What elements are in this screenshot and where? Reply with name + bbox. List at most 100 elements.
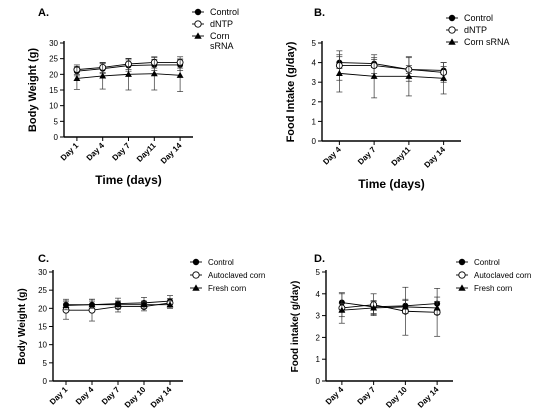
legend-label: Control bbox=[464, 13, 493, 23]
panel-label: B. bbox=[314, 7, 325, 19]
panel-label: C. bbox=[38, 253, 49, 265]
legend-label: dNTP bbox=[210, 19, 233, 29]
chart-panel-2: B. 0 1 2 3 4 5 Day 4 Day 7 Day11 Day 14 Time (days)… bbox=[285, 7, 510, 191]
data-point bbox=[440, 74, 448, 81]
legend-item: Autoclaved corn bbox=[456, 271, 531, 280]
y-tick-label: 5 bbox=[312, 39, 317, 48]
legend-label: Autoclaved corn bbox=[208, 271, 265, 280]
x-tick-label: Day 1 bbox=[48, 385, 70, 407]
legend-label: Fresh corn bbox=[474, 284, 512, 293]
y-axis-title: Body Weight (g) bbox=[27, 48, 39, 132]
series-line bbox=[339, 65, 444, 73]
legend-label: Control bbox=[210, 7, 239, 17]
x-tick-label: Day 7 bbox=[356, 385, 378, 407]
data-point bbox=[335, 69, 343, 76]
legend-label: Corn sRNA bbox=[464, 37, 510, 47]
legend-marker bbox=[448, 26, 456, 34]
legend-label: Fresh corn bbox=[208, 284, 246, 293]
legend-marker bbox=[192, 258, 200, 266]
legend: Control dNTP Corn sRNA bbox=[446, 13, 510, 47]
y-axis-title: Body Weight (g) bbox=[17, 288, 28, 364]
legend-label: dNTP bbox=[464, 25, 487, 35]
legend-item: Autoclaved corn bbox=[190, 271, 265, 280]
y-tick-label: 5 bbox=[43, 359, 48, 368]
data-point bbox=[73, 74, 81, 81]
legend-label: Control bbox=[474, 258, 500, 267]
data-point bbox=[140, 301, 148, 308]
legend-marker bbox=[458, 258, 466, 266]
legend-marker bbox=[458, 271, 466, 279]
y-tick-label: 0 bbox=[316, 377, 321, 386]
x-tick-label: Day 4 bbox=[85, 141, 107, 163]
x-tick-label: Day 7 bbox=[356, 145, 378, 167]
y-tick-label: 20 bbox=[38, 304, 47, 313]
y-tick-label: 2 bbox=[312, 98, 317, 107]
data-point bbox=[150, 70, 158, 77]
x-tick-label: Day 7 bbox=[100, 385, 122, 407]
y-tick-label: 3 bbox=[316, 312, 321, 321]
data-point bbox=[370, 304, 378, 311]
y-tick-label: 0 bbox=[54, 133, 59, 142]
legend-item: Control bbox=[190, 258, 234, 267]
legend-marker bbox=[192, 271, 200, 279]
y-tick-label: 30 bbox=[38, 268, 47, 277]
chart-panel-3: C. 0 5 10 15 20 25 30 Day 1 Day 4 Day 7 Day 10 Day 1… bbox=[17, 253, 265, 410]
y-tick-label: 5 bbox=[54, 117, 59, 126]
y-tick-label: 0 bbox=[43, 377, 48, 386]
legend-item: Control bbox=[456, 258, 500, 267]
series-line bbox=[341, 304, 438, 313]
x-tick-label: Day 1 bbox=[59, 141, 81, 163]
series-3 bbox=[335, 54, 448, 99]
x-tick-label: Day 7 bbox=[110, 141, 132, 163]
y-tick-label: 0 bbox=[312, 137, 317, 146]
y-tick-label: 3 bbox=[312, 78, 317, 87]
x-tick-label: Day 4 bbox=[74, 385, 96, 407]
series-line bbox=[339, 62, 444, 71]
y-tick-label: 25 bbox=[49, 55, 58, 64]
legend-label: Corn bbox=[210, 31, 230, 41]
x-tick-label: Day11 bbox=[390, 145, 413, 168]
data-point bbox=[433, 304, 441, 311]
x-tick-label: Day11 bbox=[135, 141, 158, 164]
series-1 bbox=[338, 293, 441, 314]
y-tick-label: 10 bbox=[38, 341, 47, 350]
legend-label-line2: sRNA bbox=[210, 41, 234, 51]
x-tick-label: Day 14 bbox=[422, 145, 447, 170]
y-tick-label: 25 bbox=[38, 286, 47, 295]
y-tick-label: 1 bbox=[316, 355, 321, 364]
x-tick-label: Day 4 bbox=[321, 145, 343, 167]
legend-marker bbox=[194, 8, 202, 16]
legend-label: Control bbox=[208, 258, 234, 267]
legend-item: Corn sRNA bbox=[446, 37, 510, 47]
panel-label: A. bbox=[38, 7, 49, 19]
legend-marker bbox=[192, 284, 200, 291]
y-tick-label: 30 bbox=[49, 39, 58, 48]
y-axis-title: Food intake( g/day) bbox=[290, 281, 301, 373]
series-3 bbox=[62, 300, 174, 311]
panel-label: D. bbox=[314, 253, 325, 265]
legend-item: dNTP bbox=[192, 19, 233, 29]
legend-marker bbox=[448, 38, 456, 45]
x-tick-label: Day 10 bbox=[384, 385, 409, 410]
legend: Control Autoclaved corn Fresh corn bbox=[456, 258, 531, 293]
data-point bbox=[114, 301, 122, 308]
data-point bbox=[338, 306, 346, 313]
series-line bbox=[341, 302, 438, 308]
series-2 bbox=[338, 286, 441, 337]
legend-item: dNTP bbox=[446, 25, 487, 35]
data-point bbox=[405, 72, 413, 79]
y-tick-label: 15 bbox=[49, 86, 58, 95]
data-point bbox=[401, 303, 409, 310]
x-tick-label: Day 14 bbox=[416, 385, 441, 410]
legend-marker bbox=[458, 284, 466, 291]
data-point bbox=[88, 301, 96, 308]
x-tick-label: Day 14 bbox=[159, 141, 184, 166]
y-axis-title: Food Intake (g/day) bbox=[285, 41, 297, 142]
series-3 bbox=[73, 57, 184, 92]
data-point bbox=[62, 301, 70, 309]
legend-item: Control bbox=[446, 13, 493, 23]
legend-label: Autoclaved corn bbox=[474, 271, 531, 280]
y-tick-label: 4 bbox=[312, 59, 317, 68]
